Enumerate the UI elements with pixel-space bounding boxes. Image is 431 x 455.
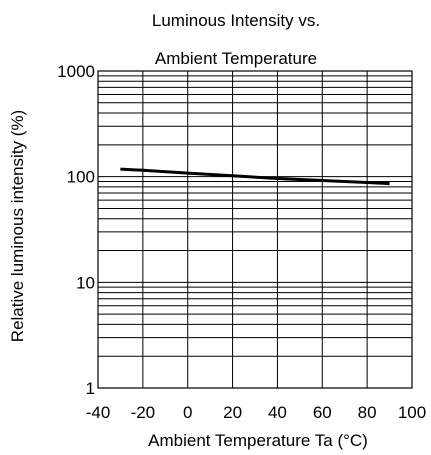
y-tick-label: 10 <box>76 273 95 292</box>
plot-series <box>120 167 390 186</box>
y-tick-label: 100 <box>67 168 95 187</box>
x-tick-label: -20 <box>131 403 156 422</box>
y-axis-label: Relative luminous intensity (%) <box>8 110 27 342</box>
x-tick-label: 100 <box>398 403 426 422</box>
series-line <box>120 167 390 186</box>
x-tick-label: 20 <box>223 403 242 422</box>
plot-frame <box>97 70 413 389</box>
y-tick-label: 1000 <box>57 62 95 81</box>
y-tick-label: 1 <box>86 379 95 398</box>
x-tick-label: -40 <box>86 403 111 422</box>
tick-labels: -40 -20 0 20 40 60 80 100 1 10 100 1000 <box>57 62 426 422</box>
x-tick-label: 40 <box>268 403 287 422</box>
x-tick-label: 60 <box>313 403 332 422</box>
x-tick-label: 0 <box>183 403 192 422</box>
x-axis-label: Ambient Temperature Ta (°C) <box>148 431 368 450</box>
chart-title-line-1: Luminous Intensity vs. <box>152 11 320 30</box>
x-tick-label: 80 <box>358 403 377 422</box>
chart-title-line-2: Ambient Temperature <box>155 49 317 68</box>
grid <box>97 70 413 389</box>
